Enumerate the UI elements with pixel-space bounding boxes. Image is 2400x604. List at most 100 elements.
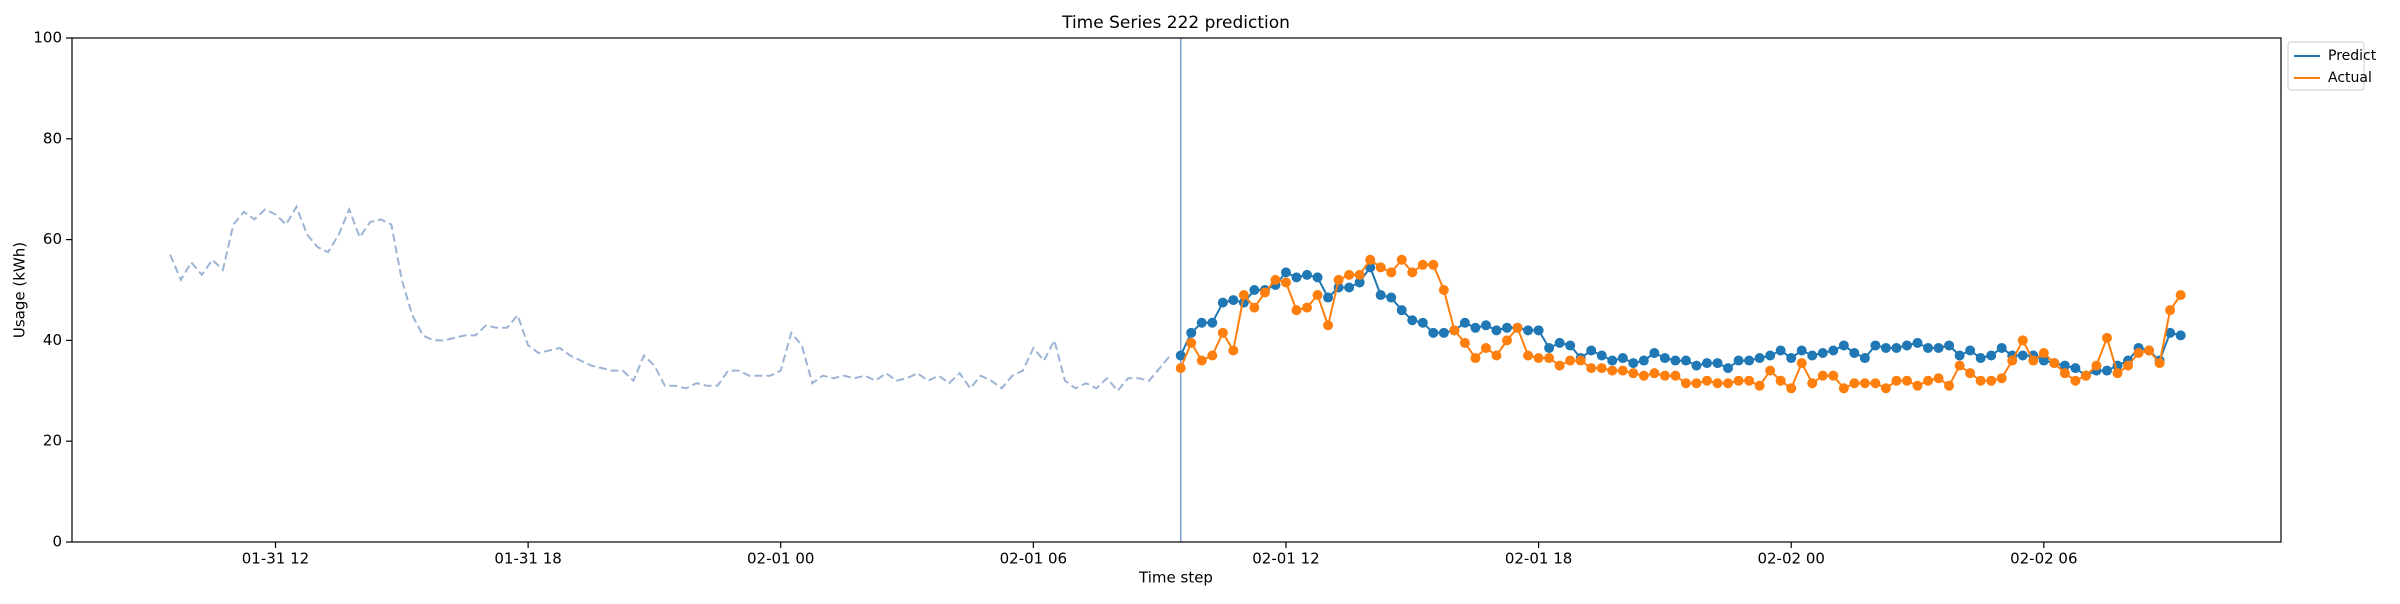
point <box>1775 375 1786 386</box>
point <box>1502 335 1513 346</box>
point <box>1417 317 1428 328</box>
point <box>1986 350 1997 361</box>
point <box>1680 355 1691 366</box>
point <box>2144 345 2155 356</box>
point <box>1996 342 2007 353</box>
point <box>1996 373 2007 384</box>
point <box>1459 317 1470 328</box>
point <box>1723 378 1734 389</box>
point <box>1249 302 1260 313</box>
axes-frame <box>71 37 2282 543</box>
point <box>1786 353 1797 364</box>
point <box>1849 378 1860 389</box>
point <box>1891 375 1902 386</box>
point <box>1628 368 1639 379</box>
point <box>1733 375 1744 386</box>
point <box>1428 259 1439 270</box>
point <box>1228 345 1239 356</box>
point <box>1291 305 1302 316</box>
point <box>1859 378 1870 389</box>
point <box>1923 375 1934 386</box>
x-tick-label: 02-01 00 <box>747 550 814 568</box>
point <box>1607 355 1618 366</box>
point <box>1670 355 1681 366</box>
point <box>2070 363 2081 374</box>
point <box>1396 254 1407 265</box>
point <box>1502 322 1513 333</box>
point <box>1744 375 1755 386</box>
point <box>1523 350 1534 361</box>
point <box>1533 353 1544 364</box>
legend: Predict Actual <box>2287 41 2377 91</box>
point <box>1333 274 1344 285</box>
point <box>2123 360 2134 371</box>
point <box>1459 337 1470 348</box>
point <box>1291 272 1302 283</box>
point <box>2101 365 2112 376</box>
point <box>1186 327 1197 338</box>
point <box>1217 327 1228 338</box>
point <box>1238 290 1249 301</box>
point <box>1828 345 1839 356</box>
point <box>1344 282 1355 293</box>
point <box>1796 345 1807 356</box>
point <box>1217 297 1228 308</box>
point <box>1828 370 1839 381</box>
point <box>1175 350 1186 361</box>
point <box>2059 368 2070 379</box>
history-line <box>169 204 1171 393</box>
point <box>1544 342 1555 353</box>
point <box>2112 368 2123 379</box>
point <box>2165 327 2176 338</box>
point <box>2101 332 2112 343</box>
point <box>1196 355 1207 366</box>
x-tick-label: 01-31 12 <box>242 550 309 568</box>
point <box>1544 353 1555 364</box>
point <box>1986 375 1997 386</box>
point <box>2080 370 2091 381</box>
point <box>1880 383 1891 394</box>
point <box>1817 370 1828 381</box>
legend-label: Actual <box>2328 70 2372 86</box>
point <box>1428 327 1439 338</box>
x-tick-label: 02-01 06 <box>1000 550 1067 568</box>
y-tick-label: 0 <box>52 533 62 551</box>
point <box>1617 365 1628 376</box>
point <box>1302 302 1313 313</box>
point <box>1207 350 1218 361</box>
point <box>1880 342 1891 353</box>
point <box>1491 350 1502 361</box>
point <box>1523 325 1534 336</box>
point <box>2038 355 2049 366</box>
point <box>1312 290 1323 301</box>
point <box>1765 365 1776 376</box>
point <box>1701 375 1712 386</box>
point <box>2017 335 2028 346</box>
point <box>1786 383 1797 394</box>
point <box>1533 325 1544 336</box>
point <box>1680 378 1691 389</box>
point <box>1923 342 1934 353</box>
x-tick-label: 01-31 18 <box>494 550 561 568</box>
point <box>1712 358 1723 369</box>
point <box>1586 363 1597 374</box>
point <box>1691 360 1702 371</box>
point <box>1586 345 1597 356</box>
point <box>2091 360 2102 371</box>
point <box>1375 262 1386 273</box>
point <box>2175 330 2186 341</box>
point <box>1954 360 1965 371</box>
point <box>1870 340 1881 351</box>
point <box>1607 365 1618 376</box>
point <box>2070 375 2081 386</box>
point <box>1396 305 1407 316</box>
point <box>1480 342 1491 353</box>
point <box>1565 355 1576 366</box>
point <box>1817 348 1828 358</box>
point <box>1186 337 1197 348</box>
y-tick-label: 100 <box>33 29 62 47</box>
point <box>1796 358 1807 369</box>
point <box>2049 358 2060 369</box>
point <box>1565 340 1576 351</box>
point <box>2154 358 2165 369</box>
